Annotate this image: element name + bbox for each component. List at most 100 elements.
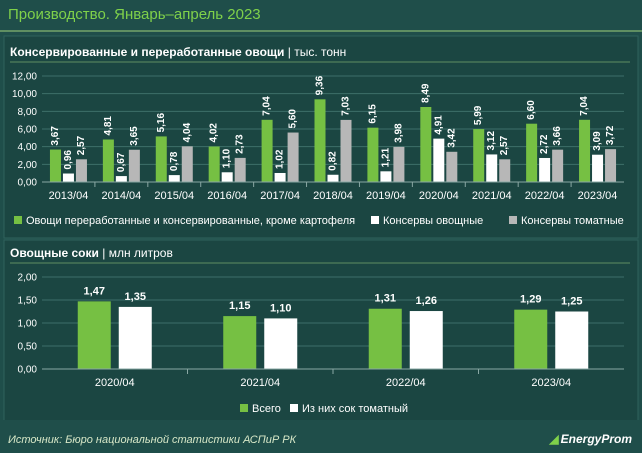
source-note: Источник: Бюро национальной статистики А… xyxy=(8,434,297,446)
data-label: 4,91 xyxy=(433,115,444,135)
y-tick-label: 0,00 xyxy=(18,178,38,189)
legend-swatch xyxy=(290,404,298,412)
data-label: 3,42 xyxy=(446,128,457,148)
data-label: 6,60 xyxy=(526,100,537,120)
bar xyxy=(49,149,61,182)
x-tick-label: 2015/04 xyxy=(154,190,194,202)
bar xyxy=(274,172,286,182)
bar xyxy=(287,132,299,182)
x-tick-label: 2023/04 xyxy=(531,377,571,389)
x-tick-label: 2019/04 xyxy=(366,190,406,202)
bar xyxy=(118,306,152,369)
data-label: 3,66 xyxy=(552,126,563,146)
x-tick-label: 2022/04 xyxy=(525,190,565,202)
x-tick-label: 2020/04 xyxy=(95,377,135,389)
data-label: 1,15 xyxy=(229,300,250,312)
bar xyxy=(433,138,445,182)
data-label: 9,36 xyxy=(315,75,326,95)
bar xyxy=(420,107,432,182)
bar xyxy=(102,139,114,182)
data-label: 5,16 xyxy=(156,113,167,133)
data-label: 4,02 xyxy=(209,123,220,143)
bar xyxy=(393,146,405,182)
bar xyxy=(526,123,538,182)
bar xyxy=(446,151,458,182)
chart-title-text-0: Консервированные и переработанные овощи xyxy=(10,45,284,59)
data-label: 1,26 xyxy=(416,295,437,307)
data-label: 3,12 xyxy=(486,131,497,151)
bar xyxy=(208,146,220,182)
brand-logo: ◢ EnergyProm xyxy=(549,432,632,446)
bar xyxy=(75,159,87,182)
data-label: 1,29 xyxy=(520,294,541,306)
data-label: 1,21 xyxy=(380,147,391,167)
bar xyxy=(579,119,591,182)
legend-label: Овощи переработанные и консервированные,… xyxy=(26,215,355,227)
data-label: 2,72 xyxy=(539,134,550,154)
y-tick-label: 2,00 xyxy=(18,160,38,171)
bar xyxy=(539,157,551,182)
chart-unit-1: | млн литров xyxy=(99,246,173,260)
x-tick-label: 2016/04 xyxy=(207,190,247,202)
y-tick-label: 4,00 xyxy=(18,142,38,153)
x-tick-label: 2021/04 xyxy=(472,190,512,202)
x-tick-label: 2023/04 xyxy=(578,190,618,202)
data-label: 1,31 xyxy=(375,293,396,305)
legend-label: Консервы томатные xyxy=(521,215,624,227)
legend-swatch xyxy=(371,216,379,224)
bar xyxy=(261,119,273,182)
bar xyxy=(592,154,604,182)
legend-label: Всего xyxy=(252,403,281,415)
y-tick-label: 2,00 xyxy=(18,273,38,284)
data-label: 0,78 xyxy=(169,151,180,171)
data-label: 5,99 xyxy=(473,105,484,125)
chart-title-text-1: Овощные соки xyxy=(10,246,99,260)
chart-title-0: Консервированные и переработанные овощи … xyxy=(10,45,346,59)
x-tick-label: 2014/04 xyxy=(101,190,141,202)
chart-title-1: Овощные соки | млн литров xyxy=(10,246,173,260)
data-label: 1,47 xyxy=(84,285,105,297)
bar xyxy=(514,309,548,369)
bar xyxy=(314,99,326,182)
chart-unit-0: | тыс. тонн xyxy=(284,45,346,59)
bar xyxy=(128,149,140,182)
data-label: 1,10 xyxy=(270,302,291,314)
bar xyxy=(115,176,127,182)
charts-canvas: Консервированные и переработанные овощи … xyxy=(3,35,639,420)
bar xyxy=(155,136,167,182)
y-tick-label: 12,00 xyxy=(12,72,37,83)
legend-swatch xyxy=(240,404,248,412)
y-tick-label: 8,00 xyxy=(18,107,38,118)
data-label: 2,57 xyxy=(499,135,510,155)
legend-label: Из них сок томатный xyxy=(302,403,408,415)
data-label: 1,02 xyxy=(275,149,286,169)
data-label: 2,57 xyxy=(76,135,87,155)
data-label: 3,67 xyxy=(50,126,61,146)
bar xyxy=(367,127,379,182)
data-label: 3,72 xyxy=(605,125,616,145)
bar xyxy=(221,172,233,182)
data-label: 3,09 xyxy=(592,131,603,151)
x-tick-label: 2020/04 xyxy=(419,190,459,202)
bar xyxy=(605,149,617,182)
y-tick-label: 0,00 xyxy=(18,365,38,376)
x-tick-label: 2017/04 xyxy=(260,190,300,202)
bar xyxy=(555,311,589,369)
x-tick-label: 2021/04 xyxy=(240,377,280,389)
bar xyxy=(473,129,485,182)
data-label: 4,04 xyxy=(182,122,193,142)
data-label: 0,67 xyxy=(116,152,127,172)
title-divider xyxy=(0,30,642,32)
bar xyxy=(77,301,111,369)
y-tick-label: 1,00 xyxy=(18,319,38,330)
bar xyxy=(486,154,498,182)
bar xyxy=(409,311,443,369)
data-label: 3,65 xyxy=(129,126,140,146)
data-label: 7,03 xyxy=(341,96,352,116)
bar xyxy=(264,318,298,369)
bar xyxy=(340,119,352,182)
data-label: 1,25 xyxy=(561,296,582,308)
y-tick-label: 10,00 xyxy=(12,89,37,100)
bar xyxy=(380,171,392,182)
